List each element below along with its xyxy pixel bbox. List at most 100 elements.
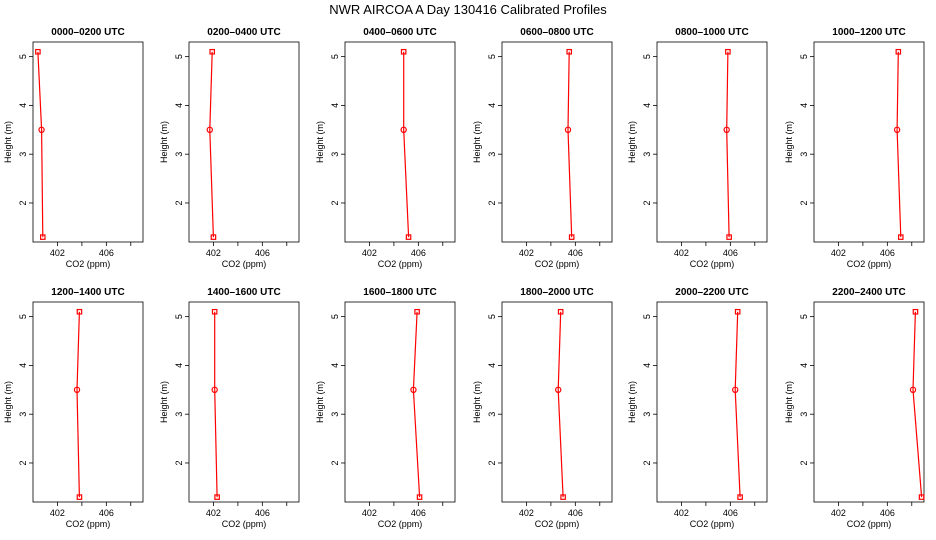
plot-frame (188, 301, 300, 503)
y-tick-label: 4 (18, 363, 28, 368)
plot-frame (188, 41, 300, 243)
y-axis-label: Height (m) (472, 381, 482, 423)
y-tick-label: 4 (642, 363, 652, 368)
plot-frame (344, 41, 456, 243)
data-point (912, 308, 919, 315)
panel-title: 0800–1000 UTC (675, 27, 748, 38)
data-point (726, 234, 732, 240)
y-axis-label: Height (m) (159, 381, 169, 423)
panel-title: 0400–0600 UTC (363, 27, 436, 38)
y-tick-label: 5 (799, 54, 809, 59)
profile-panel: 1600–1800 UTC 402 406 2 3 4 5 CO2 (ppm) Height (… (315, 287, 456, 529)
plot-frame (32, 301, 144, 503)
x-tick-label: 402 (519, 248, 534, 258)
profile-panel: 0400–0600 UTC 402 406 2 3 4 5 CO2 (ppm) Height (… (315, 27, 456, 269)
profile-panel: 1000–1200 UTC 402 406 2 3 4 5 CO2 (ppm) Height (… (784, 27, 925, 269)
y-tick-label: 5 (642, 54, 652, 59)
profile-line (37, 51, 44, 238)
y-tick-label: 3 (18, 152, 28, 157)
profile-line (734, 311, 741, 498)
y-tick-label: 5 (642, 314, 652, 319)
x-tick-label: 406 (255, 248, 270, 258)
panel-title: 2200–2400 UTC (832, 287, 905, 298)
x-tick-label: 406 (723, 248, 738, 258)
profile-line (76, 311, 80, 498)
profile-line (214, 311, 218, 498)
profile-line (412, 311, 421, 498)
y-tick-label: 2 (330, 460, 340, 465)
x-axis-label: CO2 (ppm) (378, 259, 423, 269)
profile-panel: 0800–1000 UTC 402 406 2 3 4 5 CO2 (ppm) Height (… (627, 27, 768, 269)
panel-title: 0200–0400 UTC (207, 27, 280, 38)
y-tick-label: 2 (174, 200, 184, 205)
x-tick-label: 402 (50, 508, 65, 518)
y-tick-label: 3 (487, 412, 497, 417)
x-tick-label: 402 (362, 508, 377, 518)
data-point (211, 386, 218, 394)
x-tick-label: 406 (99, 248, 114, 258)
profile-line (403, 51, 410, 238)
data-point (895, 48, 902, 55)
plot-frame (501, 301, 613, 503)
y-tick-label: 4 (330, 363, 340, 368)
data-point (737, 494, 743, 500)
y-tick-label: 4 (799, 363, 809, 368)
y-tick-label: 2 (799, 460, 809, 465)
data-point (566, 48, 573, 55)
plot-frame (32, 41, 144, 243)
y-tick-label: 3 (174, 412, 184, 417)
y-tick-label: 4 (174, 103, 184, 108)
data-point (557, 308, 564, 315)
y-axis-label: Height (m) (627, 121, 637, 163)
data-point (400, 48, 407, 55)
y-tick-label: 5 (487, 54, 497, 59)
y-tick-label: 5 (330, 314, 340, 319)
y-tick-label: 4 (487, 363, 497, 368)
x-tick-label: 406 (99, 508, 114, 518)
y-tick-label: 4 (18, 103, 28, 108)
plot-frame (656, 41, 768, 243)
chart-title: NWR AIRCOA A Day 130416 Calibrated Profi… (329, 2, 607, 17)
data-point (38, 126, 45, 134)
y-axis-label: Height (m) (627, 381, 637, 423)
x-axis-label: CO2 (ppm) (847, 259, 892, 269)
data-point (734, 308, 741, 315)
y-axis-label: Height (m) (315, 381, 325, 423)
data-point (897, 234, 904, 240)
x-axis-label: CO2 (ppm) (378, 519, 423, 529)
y-tick-label: 4 (799, 103, 809, 108)
x-tick-label: 402 (674, 248, 689, 258)
data-point (732, 386, 739, 394)
profile-panel: 2200–2400 UTC 402 406 2 3 4 5 CO2 (ppm) Height (… (784, 287, 925, 529)
profile-panel: 0600–0800 UTC 402 406 2 3 4 5 CO2 (ppm) Height (… (472, 27, 613, 269)
y-tick-label: 4 (174, 363, 184, 368)
x-tick-label: 406 (568, 248, 583, 258)
y-tick-label: 5 (330, 54, 340, 59)
data-point (206, 126, 213, 134)
data-point (893, 126, 901, 134)
data-point (564, 126, 572, 134)
x-axis-label: CO2 (ppm) (690, 519, 735, 529)
profile-line (896, 51, 902, 238)
x-tick-label: 406 (723, 508, 738, 518)
y-tick-label: 5 (799, 314, 809, 319)
y-tick-label: 3 (642, 152, 652, 157)
profile-panel: 1800–2000 UTC 402 406 2 3 4 5 CO2 (ppm) Height (… (472, 287, 613, 529)
data-point (723, 126, 730, 134)
y-tick-label: 5 (18, 314, 28, 319)
y-tick-label: 3 (642, 412, 652, 417)
y-tick-label: 3 (330, 412, 340, 417)
panel-title: 1000–1200 UTC (832, 27, 905, 38)
y-tick-label: 2 (487, 200, 497, 205)
x-tick-label: 406 (411, 508, 426, 518)
y-tick-label: 5 (487, 314, 497, 319)
data-point (405, 234, 412, 240)
y-tick-label: 3 (174, 152, 184, 157)
profile-line (912, 311, 923, 498)
x-axis-label: CO2 (ppm) (66, 519, 111, 529)
profile-panel: 1400–1600 UTC 402 406 2 3 4 5 CO2 (ppm) Height (… (159, 287, 300, 529)
plot-frame (813, 301, 925, 503)
profile-line (209, 51, 214, 238)
x-tick-label: 406 (568, 508, 583, 518)
data-point (560, 494, 566, 500)
